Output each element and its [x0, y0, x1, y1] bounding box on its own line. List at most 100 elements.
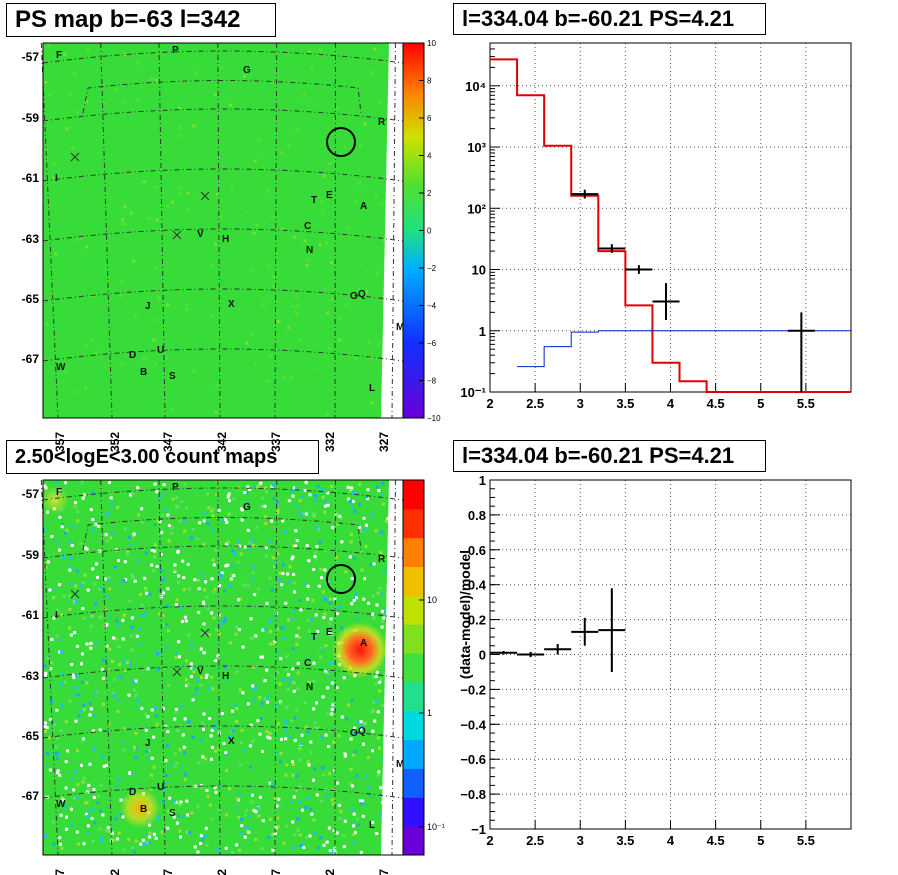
map-pixel	[285, 763, 289, 767]
map-pixel	[316, 526, 319, 530]
map-pixel	[295, 642, 299, 646]
map-pixel	[96, 575, 99, 579]
map-pixel	[355, 817, 359, 821]
map-pixel	[377, 770, 381, 774]
map-pixel	[219, 622, 223, 626]
map-pixel	[46, 560, 50, 564]
map-pixel	[74, 600, 78, 604]
map-pixel	[312, 778, 315, 782]
map-pixel	[156, 318, 160, 322]
map-pixel	[94, 522, 97, 526]
source-label-f: F	[56, 50, 62, 61]
map-pixel	[335, 107, 339, 111]
map-pixel	[55, 608, 59, 612]
map-pixel	[298, 747, 302, 750]
map-pixel	[160, 830, 164, 834]
map-pixel	[268, 539, 272, 543]
map-pixel	[328, 162, 332, 165]
map-pixel	[331, 703, 335, 707]
map-pixel	[246, 501, 250, 505]
map-pixel	[295, 312, 299, 316]
map-pixel	[306, 584, 310, 588]
map-pixel	[350, 784, 354, 788]
map-pixel	[165, 781, 169, 784]
map-pixel	[293, 590, 297, 594]
map-pixel	[130, 634, 134, 637]
map-pixel	[226, 563, 230, 567]
map-pixel	[362, 742, 365, 746]
map-pixel	[364, 544, 368, 548]
map-pixel	[378, 689, 382, 693]
map-pixel	[108, 668, 111, 671]
map-pixel	[210, 509, 214, 513]
map-pixel	[375, 603, 379, 607]
map-pixel	[83, 573, 87, 577]
map-pixel	[367, 340, 371, 344]
map-pixel	[180, 500, 184, 503]
map-pixel	[81, 496, 85, 500]
map-pixel	[105, 539, 109, 543]
map-pixel	[355, 774, 359, 778]
map-pixel	[133, 579, 137, 583]
residual-title: l=334.04 b=-60.21 PS=4.21	[453, 440, 766, 472]
map-pixel	[251, 543, 255, 547]
map-pixel	[123, 100, 127, 104]
map-pixel	[74, 505, 78, 509]
map-pixel	[162, 483, 166, 487]
map-pixel	[292, 573, 296, 576]
map-pixel	[211, 558, 215, 562]
map-pixel	[114, 817, 118, 821]
map-pixel	[73, 693, 77, 697]
map-pixel	[81, 607, 85, 611]
map-pixel	[184, 678, 188, 682]
map-pixel	[281, 563, 285, 567]
map-pixel	[238, 544, 242, 548]
map-pixel	[44, 671, 48, 675]
map-pixel	[61, 672, 65, 676]
map-pixel	[261, 750, 265, 754]
map-pixel	[267, 835, 271, 839]
map-pixel	[276, 825, 280, 829]
map-pixel	[175, 217, 179, 221]
map-pixel	[92, 491, 95, 495]
map-pixel	[364, 73, 368, 77]
map-pixel	[174, 800, 178, 804]
map-pixel	[111, 691, 115, 695]
map-pixel	[240, 518, 244, 522]
map-pixel	[240, 728, 244, 732]
map-pixel	[330, 681, 334, 685]
map-pixel	[366, 488, 370, 492]
map-pixel	[314, 551, 318, 555]
map-pixel	[74, 769, 78, 773]
map-pixel	[295, 486, 298, 490]
map-pixel	[60, 846, 64, 850]
map-pixel	[322, 616, 326, 619]
map-pixel	[196, 537, 199, 541]
map-pixel	[156, 183, 160, 187]
map-pixel	[114, 637, 118, 641]
map-pixel	[359, 529, 363, 533]
map-pixel	[263, 679, 267, 683]
map-pixel	[101, 702, 105, 706]
map-pixel	[303, 488, 307, 492]
map-pixel	[126, 553, 129, 557]
map-pixel	[279, 151, 283, 155]
map-pixel	[235, 797, 239, 801]
graticule-lat-line	[42, 108, 404, 122]
graticule-lon-line	[40, 479, 59, 856]
map-pixel	[285, 824, 289, 828]
map-pixel	[148, 592, 152, 596]
map-pixel	[226, 540, 230, 544]
map-pixel	[245, 311, 249, 315]
map-pixel	[239, 741, 243, 745]
map-pixel	[130, 648, 134, 652]
graticule	[40, 42, 404, 419]
colorbar-band	[403, 768, 424, 798]
map-pixel	[239, 597, 242, 601]
map-pixel	[167, 539, 171, 543]
map-pixel	[319, 836, 322, 840]
map-pixel	[250, 267, 254, 271]
map-pixel	[365, 290, 369, 294]
cross-marker	[200, 628, 210, 638]
